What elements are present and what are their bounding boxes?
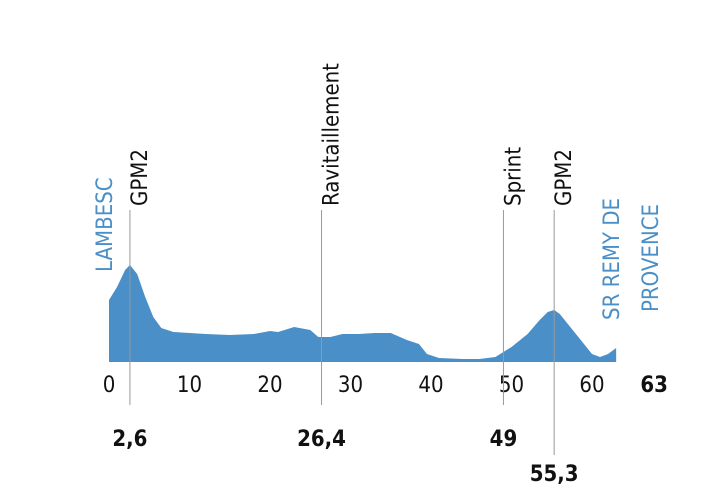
finish-label: PROVENCE xyxy=(639,204,664,312)
marker-label: Sprint xyxy=(501,147,526,206)
marker-distance: 26,4 xyxy=(297,427,346,452)
marker-distance: 2,6 xyxy=(112,427,147,452)
marker-distance: 49 xyxy=(490,427,518,452)
marker-distance: 55,3 xyxy=(530,462,579,487)
marker-label: GPM2 xyxy=(552,149,577,206)
x-tick-label: 40 xyxy=(418,373,443,398)
elevation-area xyxy=(109,265,617,362)
finish-label: SR REMY DE xyxy=(600,198,625,320)
x-tick-label: 20 xyxy=(257,373,282,398)
marker-label: Ravitaillement xyxy=(320,63,345,206)
x-tick-label: 50 xyxy=(499,373,524,398)
start-label: LAMBESC xyxy=(93,177,118,272)
x-tick-label: 60 xyxy=(579,373,604,398)
x-tick-label: 10 xyxy=(177,373,202,398)
marker-label: GPM2 xyxy=(128,149,153,206)
distance-total: 63 xyxy=(640,373,668,398)
x-tick-label: 30 xyxy=(338,373,363,398)
x-tick-label: 0 xyxy=(103,373,116,398)
